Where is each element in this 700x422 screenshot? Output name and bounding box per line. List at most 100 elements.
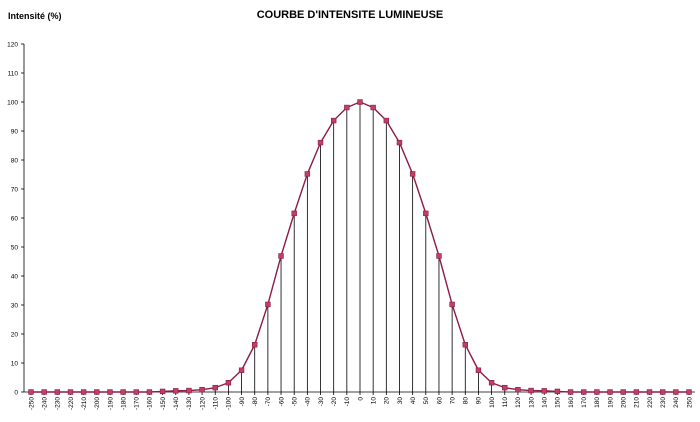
x-tick-label: -100	[226, 397, 233, 410]
data-point-marker	[212, 384, 218, 391]
x-tick-label: 150	[555, 397, 562, 408]
data-point-marker	[567, 389, 574, 395]
data-point-marker	[502, 384, 508, 391]
y-axis-ticks: 0 10 20 30 40 50 60 70 80 90 100 110 120	[7, 41, 24, 396]
x-tick-label: 210	[634, 397, 641, 408]
x-tick-label: 200	[621, 397, 628, 408]
x-tick-label: 80	[463, 397, 470, 405]
data-point-marker	[370, 104, 376, 111]
data-point-marker	[67, 389, 74, 395]
y-tick-label: 80	[11, 157, 19, 164]
x-tick-label: -160	[147, 397, 154, 410]
data-point-marker	[28, 389, 34, 395]
data-point-marker	[607, 389, 613, 395]
data-point-marker	[278, 253, 284, 259]
x-tick-label: -50	[292, 397, 299, 407]
data-point-marker	[462, 342, 468, 348]
data-point-marker	[54, 389, 61, 395]
x-tick-label: -180	[120, 397, 127, 410]
data-point-marker	[120, 389, 126, 395]
data-point-marker	[94, 389, 100, 395]
data-point-marker	[291, 210, 297, 217]
data-point-marker	[159, 388, 166, 395]
x-tick-label: 40	[410, 397, 417, 405]
data-point-marker	[620, 389, 626, 395]
x-tick-label: 50	[423, 397, 430, 405]
x-tick-label: -40	[305, 397, 312, 407]
x-tick-label: 170	[581, 397, 588, 408]
y-tick-label: 40	[11, 273, 19, 280]
data-point-marker	[581, 389, 587, 395]
y-tick-label: 70	[11, 186, 19, 193]
data-point-marker	[41, 389, 47, 395]
data-point-marker	[304, 171, 311, 177]
data-point-marker	[541, 388, 547, 394]
data-point-marker	[173, 388, 179, 394]
data-point-marker	[594, 389, 600, 395]
x-tick-label: -60	[278, 397, 285, 407]
data-point-marker	[252, 342, 258, 348]
y-tick-label: 100	[7, 99, 18, 106]
data-point-marker	[633, 389, 640, 395]
x-tick-label: -130	[186, 397, 193, 410]
x-tick-label: 130	[528, 397, 535, 408]
x-tick-label: -240	[41, 397, 48, 410]
x-tick-label: 20	[384, 397, 391, 405]
x-tick-label: 160	[568, 397, 575, 408]
data-point-marker	[133, 389, 139, 395]
x-tick-label: 70	[449, 397, 456, 405]
x-tick-label: -120	[199, 397, 206, 410]
x-tick-label: 220	[647, 397, 654, 408]
data-point-marker	[515, 386, 521, 393]
data-point-marker	[199, 386, 205, 393]
x-tick-label: -220	[68, 397, 75, 410]
x-tick-label: 60	[436, 397, 443, 405]
data-point-marker	[357, 99, 363, 105]
y-tick-label: 50	[11, 244, 19, 251]
x-tick-label: 10	[370, 397, 377, 405]
x-tick-label: -30	[318, 397, 325, 407]
data-point-marker	[146, 389, 153, 395]
data-point-marker	[225, 380, 232, 386]
x-tick-label: 0	[357, 397, 364, 401]
x-tick-label: 140	[542, 397, 549, 408]
data-markers	[28, 99, 692, 395]
data-point-marker	[673, 389, 679, 395]
x-tick-label: -150	[160, 397, 167, 410]
x-tick-label: -250	[28, 397, 35, 410]
y-tick-label: 120	[7, 41, 18, 48]
x-tick-label: -200	[94, 397, 101, 410]
y-tick-label: 30	[11, 302, 19, 309]
data-point-marker	[646, 389, 653, 395]
x-tick-label: -170	[134, 397, 141, 410]
data-point-marker	[396, 139, 403, 146]
data-point-marker	[554, 388, 561, 395]
x-tick-label: -230	[55, 397, 62, 410]
x-tick-label: 120	[515, 397, 522, 408]
x-tick-label: 180	[594, 397, 601, 408]
x-tick-label: -80	[252, 397, 259, 407]
data-point-marker	[528, 387, 534, 394]
x-tick-label: -190	[107, 397, 114, 410]
x-tick-label: 90	[476, 397, 483, 405]
x-tick-label: 250	[686, 397, 693, 408]
y-tick-label: 90	[11, 128, 19, 135]
data-point-marker	[383, 117, 390, 124]
x-tick-label: -90	[239, 397, 246, 407]
data-point-marker	[186, 387, 192, 394]
x-tick-label: -210	[81, 397, 88, 410]
x-tick-label: -110	[213, 397, 220, 410]
data-point-marker	[238, 367, 245, 373]
data-point-marker	[659, 389, 666, 395]
x-tick-label: 100	[489, 397, 496, 408]
x-tick-label: 240	[673, 397, 680, 408]
y-axis-label: Intensité (%)	[8, 11, 62, 21]
x-tick-label: 190	[607, 397, 614, 408]
y-tick-label: 60	[11, 215, 19, 222]
x-tick-label: 30	[397, 397, 404, 405]
data-point-marker	[265, 301, 271, 308]
y-tick-label: 0	[14, 389, 18, 396]
data-point-marker	[409, 171, 416, 177]
x-tick-label: -70	[265, 397, 272, 407]
